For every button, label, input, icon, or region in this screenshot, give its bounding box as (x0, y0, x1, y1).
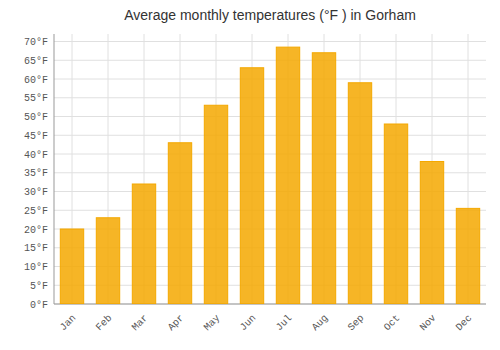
x-tick-label: Jul (274, 313, 295, 334)
grid-line-y (54, 79, 486, 80)
bar (132, 184, 155, 304)
chart-title: Average monthly temperatures (°F ) in Go… (124, 7, 416, 23)
grid-line-y (54, 135, 486, 136)
bar (204, 105, 227, 304)
bar (312, 53, 335, 304)
x-tick-label: Aug (310, 313, 331, 334)
x-tick-label: Sep (346, 313, 367, 334)
grid-line-y (54, 41, 486, 42)
y-tick-label: 30°F (24, 187, 48, 198)
axes: 0°F 5°F 10°F 15°F 20°F 25°F 30°F 35°F 40°F 45°F 50… (24, 34, 486, 333)
x-tick-label: Oct (382, 313, 403, 334)
y-tick-label: 70°F (24, 37, 48, 48)
y-tick-label: 5°F (30, 281, 48, 292)
bar (456, 208, 479, 304)
y-tick-label: 20°F (24, 225, 48, 236)
grid-line-y (54, 116, 486, 117)
bar (384, 124, 407, 304)
y-tick-label: 40°F (24, 150, 48, 161)
bar (240, 68, 263, 304)
chart-container: Average monthly temperatures (°F ) in Go… (0, 0, 500, 350)
y-tick-label: 55°F (24, 93, 48, 104)
x-tick-label: Jun (238, 313, 259, 334)
grid (54, 34, 486, 304)
bar (96, 218, 119, 304)
y-axis-line (54, 34, 55, 304)
x-tick-label: Jan (58, 313, 79, 334)
y-tick-label: 15°F (24, 243, 48, 254)
y-tick-label: 25°F (24, 206, 48, 217)
bar (168, 143, 191, 304)
y-tick-label: 65°F (24, 56, 48, 67)
y-tick-label: 45°F (24, 131, 48, 142)
grid-line-y (54, 154, 486, 155)
grid-line-y (54, 97, 486, 98)
bar (276, 47, 299, 304)
y-tick-label: 50°F (24, 112, 48, 123)
x-tick-label: Feb (94, 313, 115, 334)
x-tick-label: Apr (166, 313, 187, 334)
chart-svg: Average monthly temperatures (°F ) in Go… (0, 0, 500, 350)
grid-line-y (54, 60, 486, 61)
x-tick-label: Nov (418, 313, 439, 334)
bar (348, 83, 371, 304)
bar (60, 229, 83, 304)
bar (420, 162, 443, 305)
x-tick-label: Dec (454, 313, 475, 334)
y-tick-label: 10°F (24, 262, 48, 273)
bars (60, 47, 479, 304)
x-tick-label: Mar (130, 313, 151, 334)
x-tick-label: May (202, 313, 223, 334)
y-tick-label: 0°F (30, 300, 48, 311)
y-tick-label: 35°F (24, 168, 48, 179)
y-tick-label: 60°F (24, 75, 48, 86)
